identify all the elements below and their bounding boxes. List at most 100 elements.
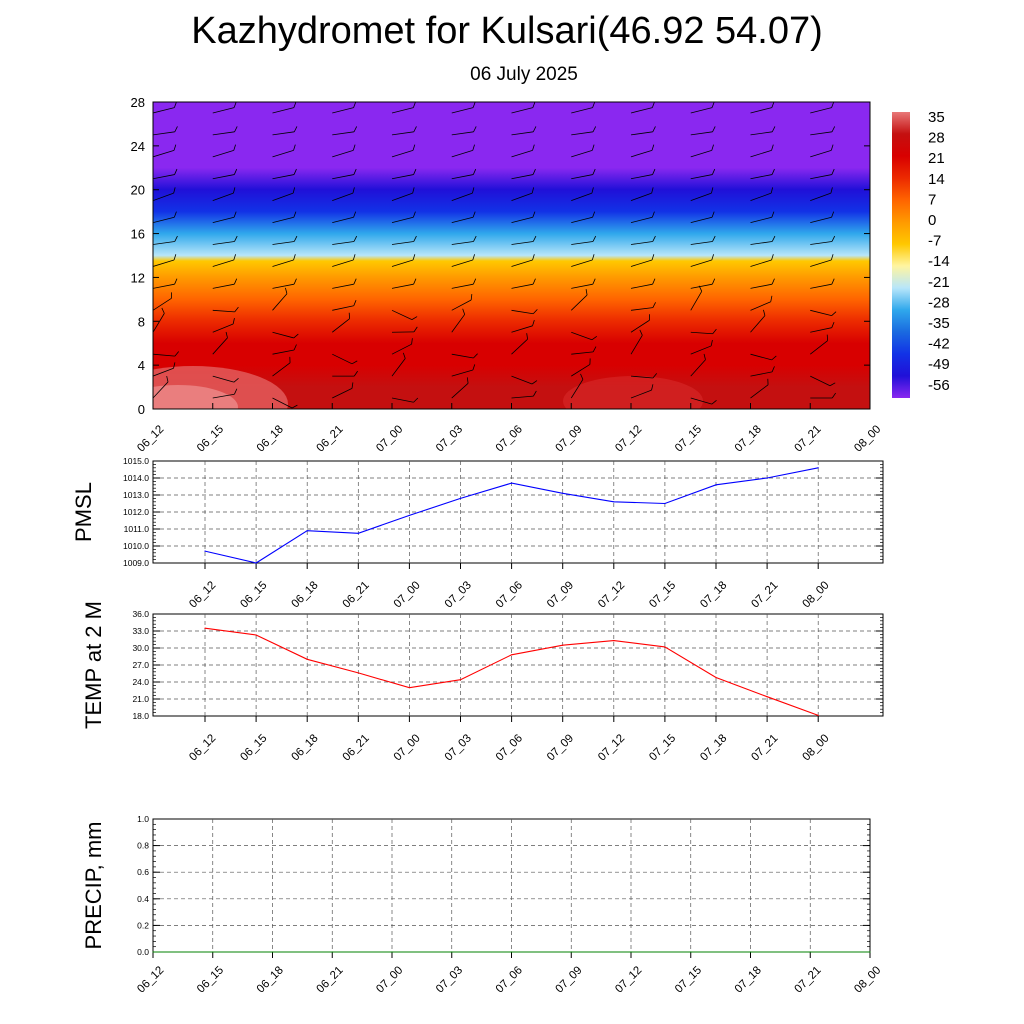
- wind-barb-feather: [412, 254, 416, 261]
- wind-barb-feather: [712, 235, 716, 242]
- x-tick-label: 07_18: [733, 423, 764, 454]
- wind-barb-feather: [712, 328, 717, 335]
- wind-barb-shaft: [451, 241, 474, 245]
- wind-barb-shaft: [810, 150, 832, 158]
- x-tick-label: 07_09: [554, 964, 585, 995]
- wind-barb-shaft: [630, 216, 653, 223]
- wind-barb-feather: [831, 321, 835, 328]
- heatmap-surface-patches: [153, 366, 703, 409]
- wind-barb-shaft: [332, 259, 354, 267]
- wind-barb-shaft: [571, 259, 593, 267]
- wind-barb-feather: [174, 126, 178, 133]
- wind-barb-feather: [770, 187, 774, 194]
- colorbar-label: -56: [928, 377, 950, 394]
- data-point: [817, 467, 819, 469]
- wind-barb-feather: [829, 382, 836, 387]
- wind-barb-shaft: [690, 331, 713, 335]
- wind-barb-shaft: [571, 283, 593, 289]
- colorbar-label: 21: [928, 150, 945, 167]
- wind-barb-feather: [712, 126, 716, 133]
- wind-barb-shaft: [750, 283, 773, 289]
- wind-barb-shaft: [810, 340, 828, 355]
- x-tick-label: 07_12: [613, 964, 644, 995]
- x-tick-label: 07_09: [545, 732, 576, 763]
- wind-barb-shaft: [511, 131, 534, 136]
- wind-barb-shaft: [332, 241, 355, 245]
- data-point: [664, 502, 666, 505]
- wind-barb-shaft: [391, 343, 412, 355]
- y-tick-label: 0.8: [137, 841, 149, 851]
- wind-barb-shaft: [690, 291, 703, 311]
- wind-barb-shaft: [451, 150, 473, 158]
- wind-barb-shaft: [272, 192, 294, 202]
- data-point: [306, 658, 308, 660]
- wind-barb-shaft: [571, 331, 593, 341]
- x-tick-label: 07_15: [647, 579, 678, 610]
- data-point: [562, 492, 564, 494]
- wind-barb-feather: [412, 102, 416, 108]
- wind-barb-feather: [711, 168, 716, 175]
- colorbar-label: -14: [928, 253, 950, 270]
- wind-barb-feather: [413, 168, 417, 175]
- data-point: [331, 951, 333, 953]
- wind-barb-feather: [532, 254, 535, 261]
- wind-barb-feather: [232, 318, 235, 325]
- wind-barb-feather: [771, 211, 775, 218]
- x-tick-label: 07_21: [749, 579, 780, 610]
- x-tick-label: 06_15: [195, 964, 226, 995]
- wind-barb-feather: [353, 370, 358, 377]
- y-tick-label: 1015.0: [123, 456, 149, 466]
- wind-barb-feather: [233, 187, 236, 194]
- wind-barb-shaft: [272, 397, 293, 409]
- wind-barb-feather: [592, 346, 597, 353]
- wind-barb-feather: [831, 126, 836, 133]
- colorbar-swatch: [892, 112, 910, 398]
- wind-barb-feather: [532, 235, 537, 242]
- wind-barb-feather: [352, 254, 356, 261]
- wind-barb-feather: [532, 319, 535, 326]
- colorbar-label: 28: [928, 130, 945, 147]
- chart-subtitle: 06 July 2025: [470, 64, 578, 85]
- data-point: [664, 646, 666, 648]
- wind-barb-feather: [711, 187, 714, 194]
- wind-barb-feather: [771, 235, 776, 242]
- wind-barb-feather: [233, 144, 236, 151]
- wind-barb-shaft: [451, 369, 474, 377]
- colorbar-label: -7: [928, 233, 941, 250]
- wind-barb-feather: [592, 235, 597, 242]
- y-tick-label: 27.0: [132, 660, 149, 670]
- colorbar-label: 14: [928, 171, 945, 188]
- wind-barb-feather: [293, 211, 297, 218]
- wind-barb-shaft: [630, 174, 653, 180]
- x-tick-label: 06_12: [135, 964, 166, 995]
- wind-barb-feather: [652, 168, 656, 175]
- wind-barb-feather: [531, 380, 538, 385]
- wind-barb-feather: [161, 307, 165, 314]
- wind-barb-feather: [651, 211, 655, 218]
- wind-barb-feather: [234, 126, 238, 133]
- wind-barb-feather: [711, 254, 714, 261]
- x-tick-label: 07_18: [698, 732, 729, 763]
- warm-patch-core: [153, 385, 238, 409]
- wind-barb-feather: [591, 335, 598, 341]
- wind-barb-feather: [291, 404, 298, 409]
- x-tick-label: 07_06: [494, 964, 525, 995]
- wind-barb-shaft: [153, 367, 174, 377]
- wind-barb-shaft: [511, 375, 533, 385]
- wind-barb-feather: [711, 211, 715, 218]
- wind-barb-shaft: [153, 192, 174, 202]
- wind-barb-shaft: [451, 314, 466, 333]
- wind-barb-feather: [651, 144, 655, 151]
- wind-barb-feather: [830, 254, 834, 261]
- wind-barb-feather: [293, 144, 296, 151]
- y-tick-label: 0: [138, 402, 145, 417]
- wind-barb-shaft: [212, 375, 235, 383]
- wind-barb-shaft: [630, 375, 653, 379]
- wind-barb-shaft: [451, 299, 472, 311]
- wind-barb-feather: [532, 168, 536, 175]
- data-point: [459, 679, 462, 681]
- wind-barb-feather: [293, 102, 297, 108]
- data-point: [408, 514, 410, 517]
- data-point: [511, 482, 513, 484]
- y-tick-label: 0.2: [137, 920, 149, 930]
